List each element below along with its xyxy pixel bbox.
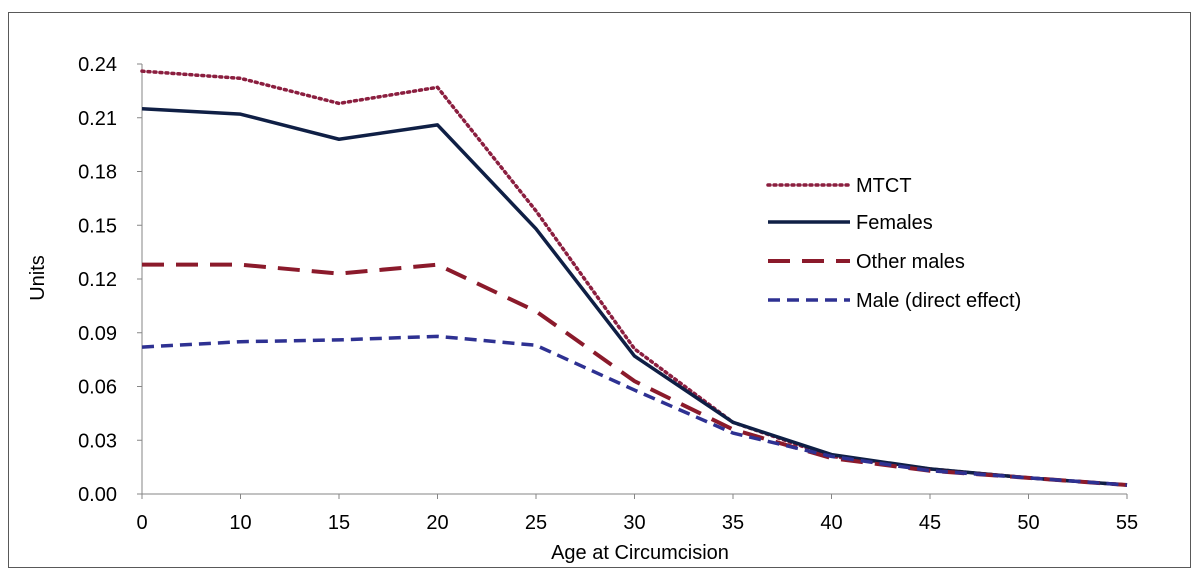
x-tick-label: 15 (328, 512, 350, 534)
x-axis-ticks: 0 10 15 20 25 30 35 40 45 50 55 (136, 494, 1138, 534)
y-tick-label: 0.00 (78, 484, 117, 506)
legend-label: Male (direct effect) (856, 290, 1021, 312)
x-tick-label: 20 (426, 512, 448, 534)
x-tick-label: 25 (525, 512, 547, 534)
y-tick-label: 0.24 (78, 54, 117, 76)
legend-label: Females (856, 212, 933, 234)
series-mtct (140, 69, 1129, 487)
legend-label: Other males (856, 251, 965, 273)
series-line (140, 69, 1129, 487)
y-axis-title: Units (27, 255, 49, 301)
y-axis-ticks: 0.00 0.03 0.06 0.09 0.12 0.15 0.18 0.21 0.24 (78, 54, 142, 506)
x-tick-label: 55 (1116, 512, 1138, 534)
x-axis-title: Age at Circumcision (551, 542, 729, 564)
y-tick-label: 0.03 (78, 430, 117, 452)
y-tick-label: 0.18 (78, 162, 117, 184)
x-tick-label: 10 (229, 512, 251, 534)
x-tick-label: 0 (136, 512, 147, 534)
y-tick-label: 0.09 (78, 323, 117, 345)
series-male-direct-effect (141, 334, 1128, 487)
x-tick-label: 45 (919, 512, 941, 534)
legend: MTCT Females Other males Male (direct effec… (766, 175, 1021, 312)
x-tick-label: 35 (722, 512, 744, 534)
y-tick-label: 0.21 (78, 108, 117, 130)
legend-label: MTCT (856, 175, 912, 197)
x-tick-label: 40 (820, 512, 842, 534)
y-tick-label: 0.06 (78, 377, 117, 399)
x-tick-label: 50 (1017, 512, 1039, 534)
y-tick-label: 0.15 (78, 215, 117, 237)
series-group (140, 69, 1129, 488)
x-tick-label: 30 (623, 512, 645, 534)
series-line (141, 334, 1128, 487)
y-tick-label: 0.12 (78, 269, 117, 291)
